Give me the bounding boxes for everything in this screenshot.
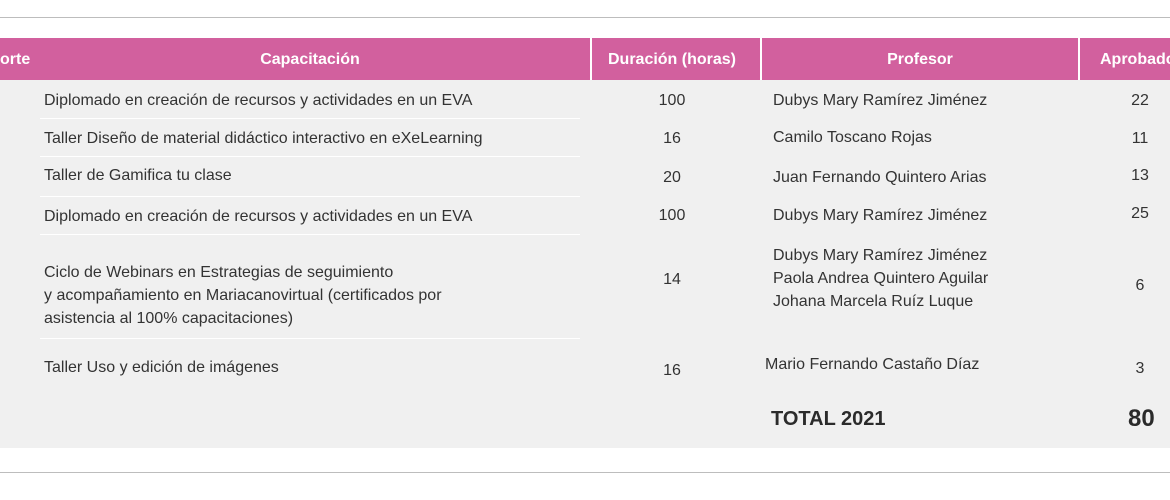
row3-teacher: Juan Fernando Quintero Arias [773,169,987,186]
row5-teacher-3: Johana Marcela Ruíz Luque [773,293,974,310]
row2-teacher: Camilo Toscano Rojas [773,129,932,146]
row2-training: Taller Diseño de material didáctico inte… [44,130,483,147]
row4-training: Diplomado en creación de recursos y acti… [44,208,473,225]
row-divider [40,156,580,157]
row1-training: Diplomado en creación de recursos y acti… [44,92,473,109]
row5-teacher-1: Dubys Mary Ramírez Jiménez [773,247,988,264]
training-table: orte Capacitación Duración (horas) Profe… [0,38,1170,448]
header-cohort: orte [0,51,31,68]
row2-duration: 16 [663,130,681,147]
row6-duration: 16 [663,362,681,379]
row5-approved: 6 [1135,277,1145,294]
header-teacher: Profesor [887,51,953,68]
row5-teacher-2: Paola Andrea Quintero Aguilar [773,270,989,287]
row1-approved: 22 [1131,92,1149,109]
row5-teachers: Dubys Mary Ramírez Jiménez Paola Andrea … [773,244,1073,313]
row3-duration: 20 [663,169,681,186]
header-approved: Aprobado [1100,51,1170,68]
header-divider [590,38,592,80]
row4-teacher: Dubys Mary Ramírez Jiménez [773,207,988,224]
row-divider [40,338,580,339]
top-rule [0,17,1170,18]
header-duration: Duración (horas) [607,51,736,68]
header-divider [760,38,762,80]
row2-approved: 11 [1131,130,1149,147]
row3-approved: 13 [1131,167,1149,184]
bottom-rule [0,472,1170,473]
row5-training-line1: Ciclo de Webinars en Estrategias de segu… [44,264,394,281]
row1-duration: 100 [658,92,686,109]
row4-duration: 100 [658,207,686,224]
row-divider [40,118,580,119]
row6-teacher: Mario Fernando Castaño Díaz [765,356,980,373]
row5-duration: 14 [663,271,681,288]
row1-teacher: Dubys Mary Ramírez Jiménez [773,92,988,109]
row5-training-line3: asistencia al 100% capacitaciones) [44,310,294,327]
total-label: TOTAL 2021 [771,408,886,430]
row5-training: Ciclo de Webinars en Estrategias de segu… [44,261,544,330]
row6-approved: 3 [1135,360,1145,377]
row-divider [40,196,580,197]
row4-approved: 25 [1131,205,1149,222]
row5-training-line2: y acompañamiento en Mariacanovirtual (ce… [44,287,442,304]
header-divider [1078,38,1080,80]
total-value: 80 [1128,405,1155,432]
header-training: Capacitación [260,51,360,68]
table-header: orte Capacitación Duración (horas) Profe… [0,38,1170,80]
row-divider [40,234,580,235]
row6-training: Taller Uso y edición de imágenes [44,359,279,376]
row3-training: Taller de Gamifica tu clase [44,167,232,184]
